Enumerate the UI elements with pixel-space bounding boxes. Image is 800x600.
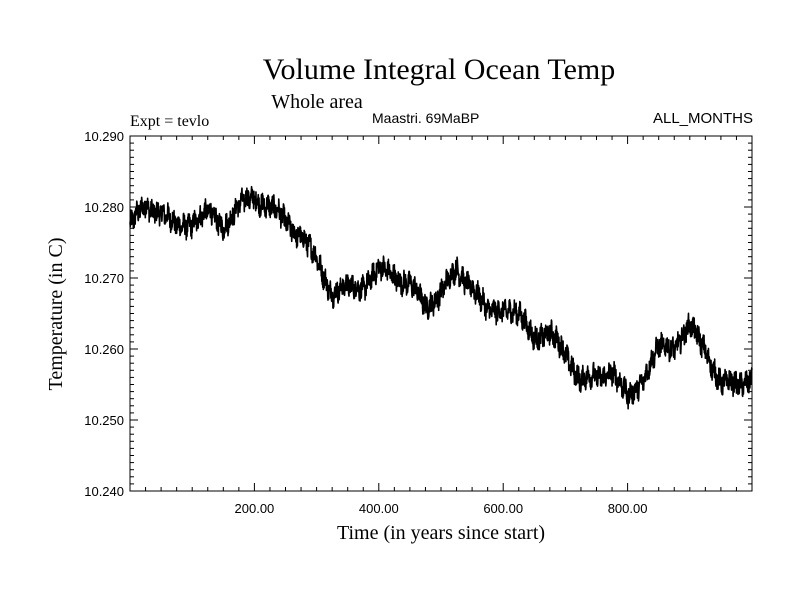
series-line-temperature [129,185,753,410]
x-tick-label: 800.00 [608,501,648,516]
chart-title: Volume Integral Ocean Temp [263,53,616,86]
plot-frame [129,135,753,492]
x-axis-label: Time (in years since start) [337,522,545,544]
y-tick-label: 10.250 [84,413,124,428]
x-tick-label: 200.00 [235,501,275,516]
months-label: ALL_MONTHS [653,110,753,127]
expt-label: Expt = tevlo [130,113,209,130]
x-axis: 200.00 400.00 600.00 800.00 [145,136,737,516]
x-tick-label: 400.00 [359,501,399,516]
y-tick-label: 10.260 [84,342,124,357]
x-tick-label: 600.00 [483,501,523,516]
y-axis-label: Temperature (in C) [45,238,67,391]
y-tick-label: 10.280 [84,200,124,215]
period-label: Maastri. 69MaBP [372,110,479,126]
y-axis: 10.240 10.250 10.260 10.270 10.280 10.290 [84,129,752,499]
y-tick-label: 10.270 [84,271,124,286]
chart-subtitle: Whole area [271,91,363,113]
y-tick-label: 10.290 [84,129,124,144]
y-tick-label: 10.240 [84,484,124,499]
